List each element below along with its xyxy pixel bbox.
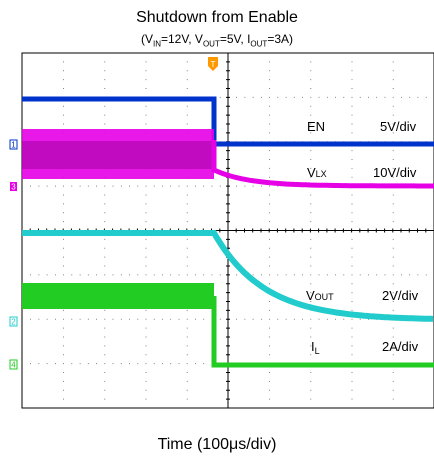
trace-il-ripple bbox=[22, 283, 214, 309]
channel-marker-1: 1 bbox=[10, 140, 17, 150]
trigger-marker: T bbox=[208, 57, 218, 71]
series-label-il: IL bbox=[311, 339, 320, 356]
channel-marker-3: 3 bbox=[10, 182, 17, 192]
channel-marker-2: 2 bbox=[10, 317, 17, 327]
series-label-vlx: VLX bbox=[307, 165, 327, 180]
svg-text:3: 3 bbox=[11, 183, 16, 192]
svg-text:4: 4 bbox=[11, 361, 16, 370]
series-label-en: EN bbox=[307, 119, 325, 134]
svg-text:T: T bbox=[211, 60, 216, 69]
series-scale-en: 5V/div bbox=[380, 119, 417, 134]
series-scale-il: 2A/div bbox=[382, 339, 419, 354]
series-scale-vout: 2V/div bbox=[382, 288, 419, 303]
channel-marker-4: 4 bbox=[10, 360, 17, 370]
x-axis-label: Time (100μs/div) bbox=[0, 436, 434, 454]
series-scale-vlx: 10V/div bbox=[373, 165, 417, 180]
trace-il bbox=[214, 296, 434, 365]
svg-text:1: 1 bbox=[11, 141, 16, 150]
svg-text:2: 2 bbox=[11, 318, 16, 327]
trace-vlx-core bbox=[22, 141, 214, 169]
series-label-vout: VOUT bbox=[306, 288, 334, 303]
